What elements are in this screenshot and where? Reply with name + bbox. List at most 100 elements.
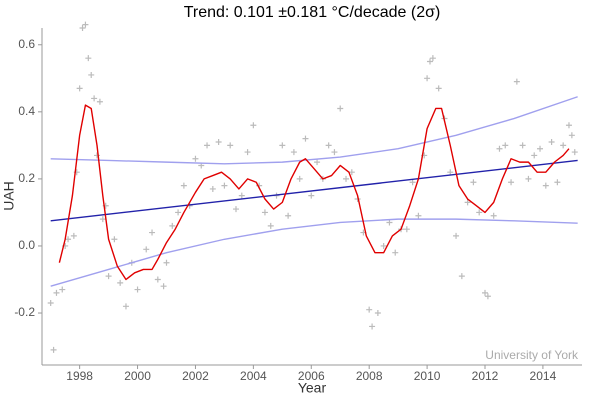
data-point bbox=[525, 175, 532, 182]
data-line bbox=[58, 104, 570, 281]
data-point bbox=[238, 192, 245, 199]
data-point bbox=[70, 232, 77, 239]
y-axis-label: UAH bbox=[1, 181, 17, 211]
data-point bbox=[59, 286, 66, 293]
data-point bbox=[513, 78, 520, 85]
data-point bbox=[565, 122, 572, 129]
data-point bbox=[227, 142, 234, 149]
data-point bbox=[348, 169, 355, 176]
data-point bbox=[470, 179, 477, 186]
data-point bbox=[369, 323, 376, 330]
data-point bbox=[415, 212, 422, 219]
data-point bbox=[447, 169, 454, 176]
data-point bbox=[47, 299, 54, 306]
data-point bbox=[296, 175, 303, 182]
y-tick-label: 0.4 bbox=[18, 104, 35, 118]
data-point bbox=[403, 226, 410, 233]
data-point bbox=[111, 236, 118, 243]
data-point bbox=[331, 149, 338, 156]
data-point bbox=[386, 219, 393, 226]
x-tick-label: 2014 bbox=[530, 369, 557, 383]
data-point bbox=[163, 259, 170, 266]
data-point bbox=[154, 276, 161, 283]
x-tick-label: 2004 bbox=[240, 369, 267, 383]
data-point bbox=[435, 85, 442, 92]
data-point bbox=[496, 145, 503, 152]
data-point bbox=[65, 236, 72, 243]
data-point bbox=[105, 273, 112, 280]
data-line bbox=[50, 96, 578, 165]
x-tick-label: 1998 bbox=[66, 369, 93, 383]
data-point bbox=[429, 55, 436, 62]
annotation: University of York bbox=[485, 348, 579, 362]
data-point bbox=[232, 206, 239, 213]
data-point bbox=[337, 105, 344, 112]
data-point bbox=[122, 303, 129, 310]
data-point bbox=[426, 58, 433, 65]
data-line bbox=[50, 218, 578, 287]
data-point bbox=[568, 132, 575, 139]
data-point bbox=[175, 209, 182, 216]
x-tick-label: 2002 bbox=[182, 369, 209, 383]
data-point bbox=[424, 75, 431, 82]
data-point bbox=[531, 152, 538, 159]
data-point bbox=[482, 289, 489, 296]
data-point bbox=[314, 159, 321, 166]
data-point bbox=[458, 273, 465, 280]
data-point bbox=[99, 216, 106, 223]
data-point bbox=[325, 142, 332, 149]
data-point bbox=[542, 182, 549, 189]
data-point bbox=[94, 152, 101, 159]
data-point bbox=[279, 142, 286, 149]
data-point bbox=[53, 289, 60, 296]
data-point bbox=[209, 185, 216, 192]
data-point bbox=[571, 149, 578, 156]
data-point bbox=[374, 310, 381, 317]
y-tick-label: -0.2 bbox=[14, 305, 35, 319]
data-point bbox=[508, 179, 515, 186]
x-tick-label: 2010 bbox=[414, 369, 441, 383]
data-point bbox=[117, 279, 124, 286]
data-point bbox=[548, 139, 555, 146]
data-point bbox=[76, 85, 83, 92]
data-point bbox=[302, 135, 309, 142]
y-tick-label: 0.6 bbox=[18, 37, 35, 51]
data-point bbox=[96, 98, 103, 105]
y-tick-label: 0.2 bbox=[18, 171, 35, 185]
x-tick-label: 2012 bbox=[472, 369, 499, 383]
data-point bbox=[143, 246, 150, 253]
x-tick-label: 2006 bbox=[298, 369, 325, 383]
data-point bbox=[484, 293, 491, 300]
data-point bbox=[285, 212, 292, 219]
data-point bbox=[343, 175, 350, 182]
data-point bbox=[560, 142, 567, 149]
data-point bbox=[88, 71, 95, 78]
data-point bbox=[261, 209, 268, 216]
data-point bbox=[221, 182, 228, 189]
data-point bbox=[91, 95, 98, 102]
data-point bbox=[204, 142, 211, 149]
data-point bbox=[476, 209, 483, 216]
data-point bbox=[537, 145, 544, 152]
data-point bbox=[192, 155, 199, 162]
data-point bbox=[554, 179, 561, 186]
data-point bbox=[250, 122, 257, 129]
x-tick-label: 2008 bbox=[356, 369, 383, 383]
data-point bbox=[392, 249, 399, 256]
x-tick-label: 2000 bbox=[124, 369, 151, 383]
data-line bbox=[50, 159, 578, 222]
data-point bbox=[290, 149, 297, 156]
data-point bbox=[180, 182, 187, 189]
data-point bbox=[85, 55, 92, 62]
data-point bbox=[50, 346, 57, 353]
data-point bbox=[380, 242, 387, 249]
data-point bbox=[244, 149, 251, 156]
data-point bbox=[79, 25, 86, 31]
data-point bbox=[464, 199, 471, 206]
data-point bbox=[215, 139, 222, 146]
data-point bbox=[82, 21, 89, 28]
chart-title: Trend: 0.101 ±0.181 °C/decade (2σ) bbox=[184, 4, 441, 21]
data-point bbox=[409, 179, 416, 186]
